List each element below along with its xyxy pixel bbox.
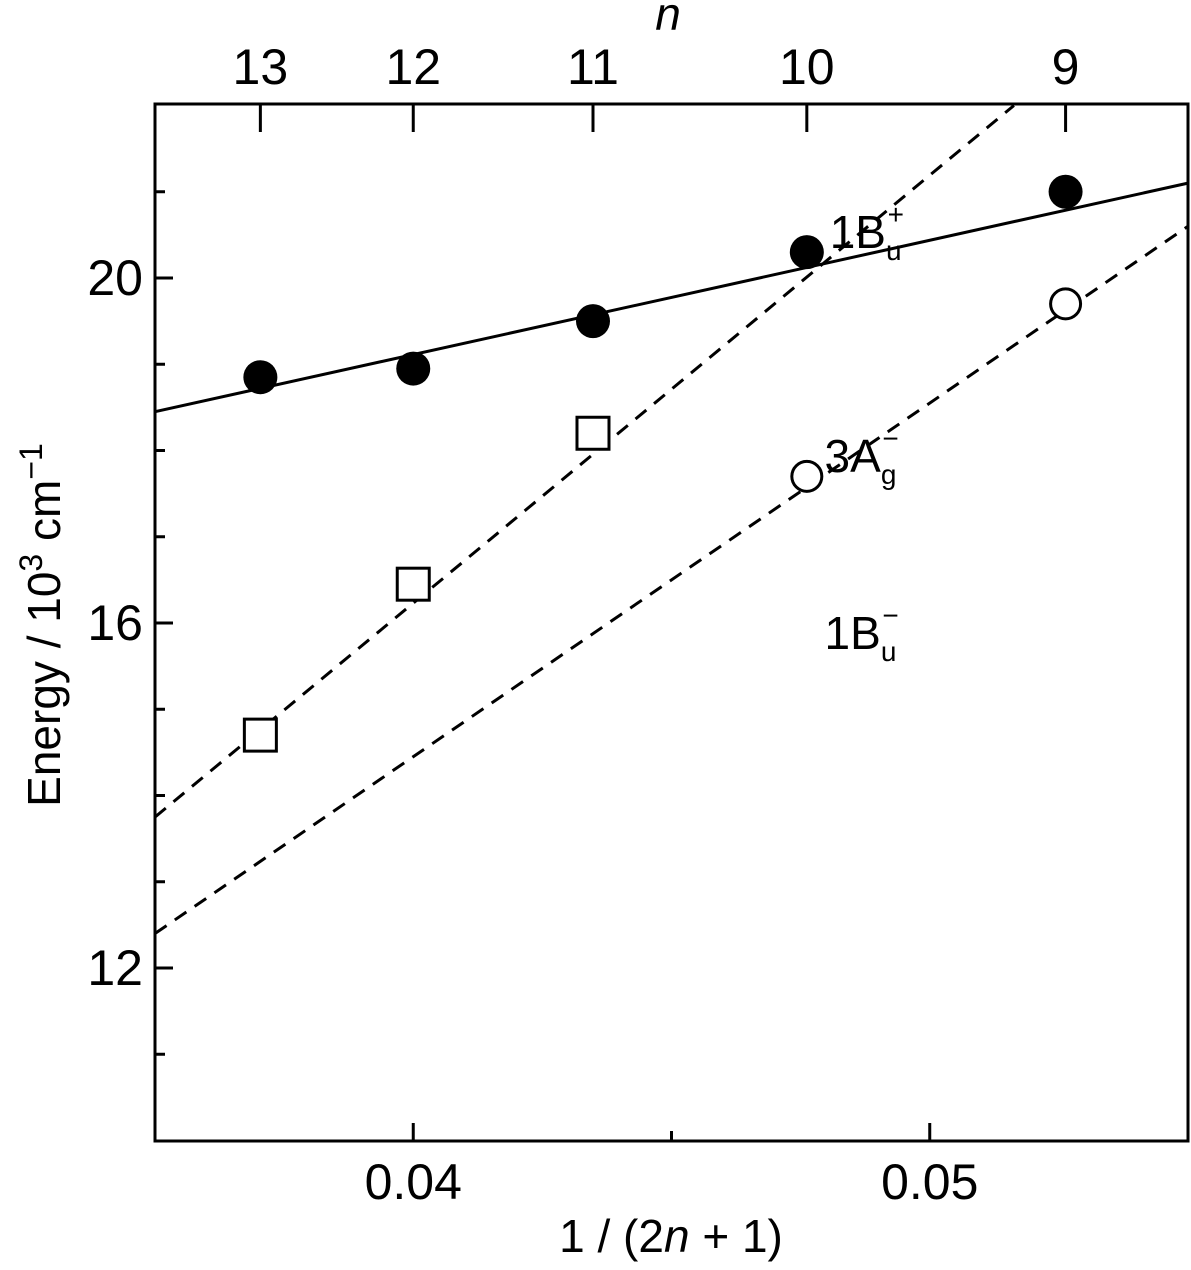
series-label: 1Bu− [825, 600, 899, 667]
y-tick-label: 16 [87, 595, 143, 651]
series-label: 1Bu+ [830, 199, 904, 266]
data-point-open-circle [1049, 287, 1083, 321]
top-n-tick-label: 10 [779, 39, 835, 95]
plot-frame [153, 102, 1190, 1143]
tick-labels: 0.04 0.05 12 16 20 13 12 11 10 9 [87, 39, 1079, 1210]
top-n-tick-label: 11 [567, 39, 619, 95]
data-point-filled-circle [575, 304, 610, 339]
top-n-tick-label: 13 [233, 39, 289, 95]
data-point-open-square [575, 415, 611, 451]
y-axis-title: Energy / 103 cm−1 [13, 443, 70, 807]
x-tick-label: 0.04 [365, 1154, 462, 1210]
tick-marks [155, 104, 1068, 1141]
fit-line [154, 181, 1189, 414]
fit-line [154, 104, 1015, 819]
data-point-open-square [242, 717, 278, 753]
top-n-tick-label: 12 [385, 39, 441, 95]
fit-lines [154, 104, 1189, 935]
data-point-filled-circle [789, 235, 824, 270]
series-label: 3Ag− [825, 423, 899, 490]
x-tick-label: 0.05 [881, 1154, 978, 1210]
y-tick-label: 20 [87, 250, 143, 306]
top-axis-title: n [655, 0, 681, 40]
data-point-open-circle [790, 459, 824, 493]
fit-line [154, 225, 1189, 935]
x-axis-title: 1 / (2n + 1) [559, 1210, 783, 1262]
data-points [242, 174, 1083, 753]
top-n-tick-label: 9 [1052, 39, 1080, 95]
y-tick-label: 12 [87, 940, 143, 996]
data-point-open-square [395, 566, 431, 602]
data-point-filled-circle [1048, 174, 1083, 209]
data-point-filled-circle [243, 360, 278, 395]
data-point-filled-circle [396, 351, 431, 386]
series-labels: 1Bu+ 3Ag− 1Bu− [825, 199, 904, 667]
